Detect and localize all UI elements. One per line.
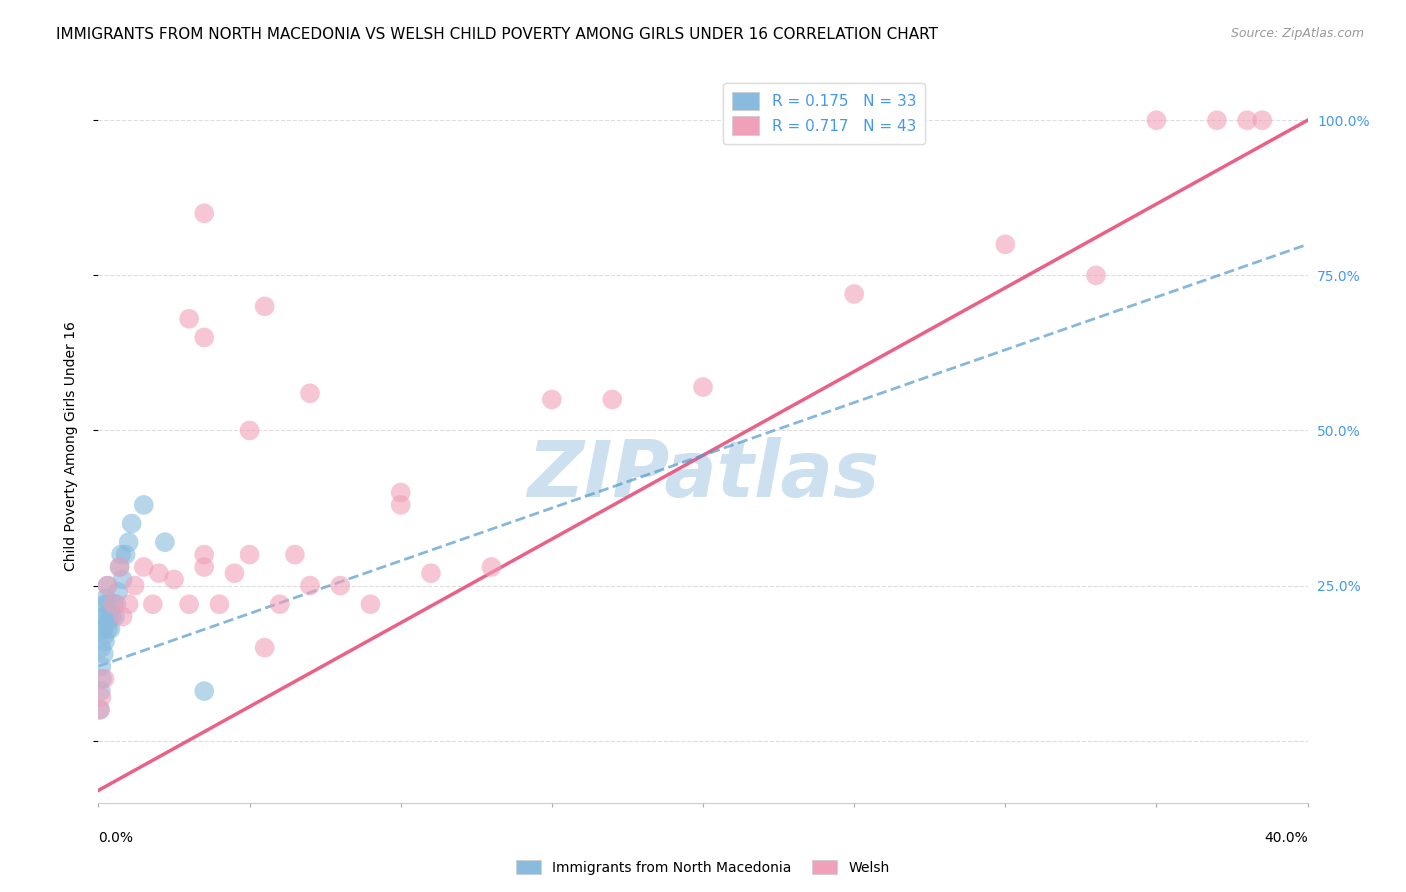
Point xyxy=(389,498,412,512)
Point xyxy=(193,206,215,220)
Point xyxy=(93,672,115,686)
Point xyxy=(91,622,114,636)
Point xyxy=(163,573,186,587)
Text: ZIPatlas: ZIPatlas xyxy=(527,436,879,513)
Point xyxy=(91,609,114,624)
Point xyxy=(540,392,562,407)
Point xyxy=(103,597,125,611)
Point xyxy=(179,311,201,326)
Point xyxy=(110,548,132,562)
Point xyxy=(96,615,118,630)
Point xyxy=(132,498,155,512)
Point xyxy=(103,597,125,611)
Legend: Immigrants from North Macedonia, Welsh: Immigrants from North Macedonia, Welsh xyxy=(510,855,896,880)
Point xyxy=(299,386,322,401)
Point xyxy=(329,579,352,593)
Point xyxy=(124,579,146,593)
Point xyxy=(94,591,117,605)
Point xyxy=(90,659,112,673)
Point xyxy=(269,597,291,611)
Point xyxy=(994,237,1017,252)
Point xyxy=(121,516,143,531)
Point xyxy=(692,380,714,394)
Point xyxy=(481,560,503,574)
Point xyxy=(118,535,141,549)
Text: IMMIGRANTS FROM NORTH MACEDONIA VS WELSH CHILD POVERTY AMONG GIRLS UNDER 16 CORR: IMMIGRANTS FROM NORTH MACEDONIA VS WELSH… xyxy=(56,27,938,42)
Point xyxy=(193,684,215,698)
Point xyxy=(91,672,114,686)
Legend: R = 0.175   N = 33, R = 0.717   N = 43: R = 0.175 N = 33, R = 0.717 N = 43 xyxy=(723,83,925,145)
Point xyxy=(118,597,141,611)
Point xyxy=(132,560,155,574)
Point xyxy=(94,634,117,648)
Point xyxy=(101,609,124,624)
Point xyxy=(105,597,128,611)
Point xyxy=(389,485,412,500)
Point xyxy=(98,609,121,624)
Point xyxy=(89,703,111,717)
Point xyxy=(360,597,382,611)
Text: 0.0%: 0.0% xyxy=(98,831,134,846)
Point xyxy=(224,566,246,581)
Point xyxy=(239,424,262,438)
Point xyxy=(420,566,443,581)
Point xyxy=(96,579,118,593)
Point xyxy=(111,573,134,587)
Point xyxy=(90,684,112,698)
Point xyxy=(111,609,134,624)
Point xyxy=(1146,113,1168,128)
Point xyxy=(602,392,624,407)
Point xyxy=(208,597,231,611)
Point xyxy=(253,640,276,655)
Point xyxy=(114,548,136,562)
Point xyxy=(239,548,262,562)
Point xyxy=(107,584,129,599)
Point xyxy=(100,622,122,636)
Text: 40.0%: 40.0% xyxy=(1264,831,1308,846)
Point xyxy=(299,579,322,593)
Text: Source: ZipAtlas.com: Source: ZipAtlas.com xyxy=(1230,27,1364,40)
Point xyxy=(253,299,276,313)
Point xyxy=(97,622,120,636)
Point xyxy=(284,548,307,562)
Point xyxy=(108,560,131,574)
Point xyxy=(104,609,127,624)
Point xyxy=(93,597,115,611)
Point xyxy=(94,609,117,624)
Point xyxy=(142,597,165,611)
Point xyxy=(179,597,201,611)
Point xyxy=(93,628,115,642)
Point xyxy=(96,597,118,611)
Point xyxy=(844,287,866,301)
Point xyxy=(193,330,215,344)
Point xyxy=(89,703,111,717)
Y-axis label: Child Poverty Among Girls Under 16: Child Poverty Among Girls Under 16 xyxy=(63,321,77,571)
Point xyxy=(1206,113,1229,128)
Point xyxy=(1251,113,1274,128)
Point xyxy=(148,566,170,581)
Point xyxy=(193,548,215,562)
Point xyxy=(153,535,176,549)
Point xyxy=(1085,268,1108,283)
Point xyxy=(96,579,118,593)
Point xyxy=(93,647,115,661)
Point xyxy=(108,560,131,574)
Point xyxy=(90,690,112,705)
Point xyxy=(193,560,215,574)
Point xyxy=(1236,113,1258,128)
Point xyxy=(90,640,112,655)
